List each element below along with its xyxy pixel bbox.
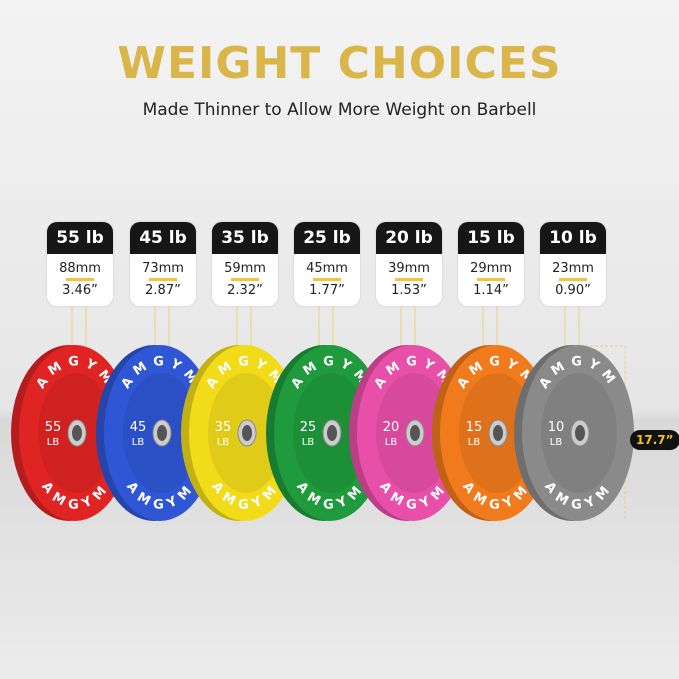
- plate-weight-number: 35: [215, 420, 232, 435]
- plate-unit: LB: [302, 437, 315, 448]
- weight-label: 25 lb: [294, 222, 360, 254]
- weight-card: 20 lb 39mm 1.53”: [376, 222, 442, 306]
- weight-label: 45 lb: [130, 222, 196, 254]
- thickness-mm: 23mm: [552, 261, 594, 276]
- center-hole: [410, 425, 420, 441]
- divider: [395, 278, 423, 281]
- plate-weight-number: 20: [383, 420, 400, 435]
- divider: [313, 278, 341, 281]
- thickness-inch: 0.90”: [555, 283, 591, 298]
- thickness-inch: 1.77”: [309, 283, 345, 298]
- center-hole: [157, 425, 167, 441]
- page-title: WEIGHT CHOICES: [117, 38, 562, 89]
- center-hole: [242, 425, 252, 441]
- weight-label: 35 lb: [212, 222, 278, 254]
- diameter-badge: 17.7”: [630, 430, 679, 450]
- plate-unit: LB: [132, 437, 145, 448]
- thickness-mm: 45mm: [306, 261, 348, 276]
- thickness-mm: 88mm: [59, 261, 101, 276]
- thickness-mm: 59mm: [224, 261, 266, 276]
- center-hole: [575, 425, 585, 441]
- thickness-inch: 2.87”: [145, 283, 181, 298]
- center-hole: [493, 425, 503, 441]
- plate-unit: LB: [217, 437, 230, 448]
- weight-card: 25 lb 45mm 1.77”: [294, 222, 360, 306]
- thickness-inch: 1.53”: [391, 283, 427, 298]
- plate-weight-number: 10: [548, 420, 565, 435]
- plate-weight-number: 45: [130, 420, 147, 435]
- thickness-mm: 39mm: [388, 261, 430, 276]
- divider: [149, 278, 177, 281]
- thickness-mm: 73mm: [142, 261, 184, 276]
- weight-card: 10 lb 23mm 0.90”: [540, 222, 606, 306]
- plate-unit: LB: [47, 437, 60, 448]
- thickness-inch: 1.14”: [473, 283, 509, 298]
- weight-label: 10 lb: [540, 222, 606, 254]
- divider: [559, 278, 587, 281]
- divider: [66, 278, 94, 281]
- subtitle: Made Thinner to Allow More Weight on Bar…: [142, 100, 537, 120]
- plate-weight-number: 25: [300, 420, 317, 435]
- divider: [477, 278, 505, 281]
- thickness-inch: 3.46”: [62, 283, 98, 298]
- weight-card: 15 lb 29mm 1.14”: [458, 222, 524, 306]
- plate-unit: LB: [468, 437, 481, 448]
- weight-label: 55 lb: [47, 222, 113, 254]
- plate-weight-number: 55: [45, 420, 62, 435]
- center-hole: [72, 425, 82, 441]
- weight-label: 15 lb: [458, 222, 524, 254]
- plate-unit: LB: [385, 437, 398, 448]
- weight-label: 20 lb: [376, 222, 442, 254]
- divider: [231, 278, 259, 281]
- thickness-inch: 2.32”: [227, 283, 263, 298]
- plate-unit: LB: [550, 437, 563, 448]
- weight-card: 45 lb 73mm 2.87”: [130, 222, 196, 306]
- thickness-mm: 29mm: [470, 261, 512, 276]
- weight-card: 55 lb 88mm 3.46”: [47, 222, 113, 306]
- center-hole: [327, 425, 337, 441]
- plate-weight-number: 15: [466, 420, 483, 435]
- weight-card: 35 lb 59mm 2.32”: [212, 222, 278, 306]
